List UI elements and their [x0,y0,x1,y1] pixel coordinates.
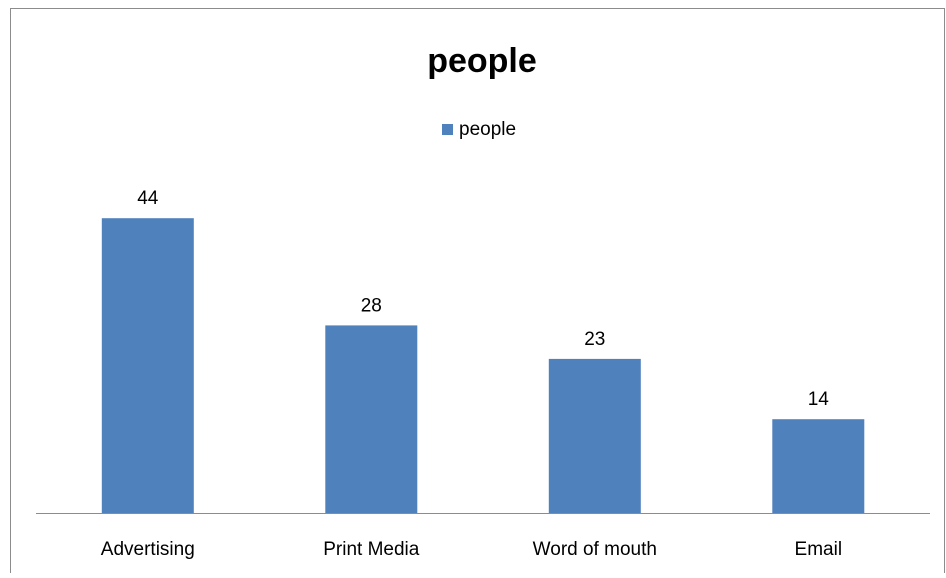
x-tick-label: Email [795,539,843,560]
data-label: 28 [361,295,382,316]
data-label: 23 [584,329,605,350]
legend-swatch [442,124,453,135]
data-label: 44 [137,188,159,209]
bar-word-of-mouth [548,358,641,513]
bar-print-media [325,325,418,513]
legend: people [442,119,516,140]
bars-group: 44 Advertising 28 Print Media 23 Word of mout… [101,188,865,560]
x-tick-label: Word of mouth [533,539,657,560]
x-tick-label: Advertising [101,539,195,560]
x-tick-label: Print Media [323,539,420,560]
chart-title: people [427,42,537,80]
legend-label: people [459,119,516,140]
bar-email [772,419,865,513]
bar-advertising [101,218,194,513]
data-label: 14 [808,389,830,410]
